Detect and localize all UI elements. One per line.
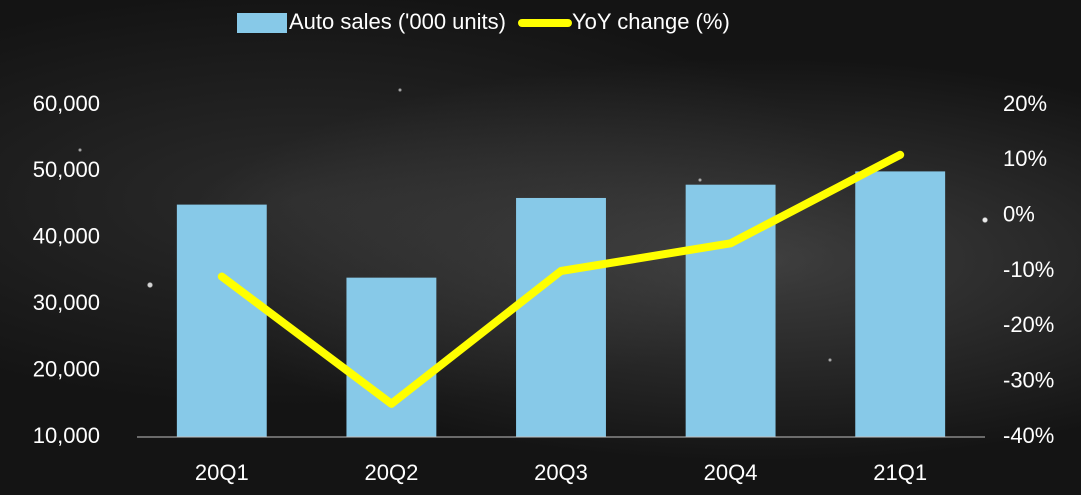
chart: 10,000 20,000 30,000 40,000 50,000 60,000 -40%… — [0, 0, 1081, 495]
y2-tick-label: 0% — [1003, 201, 1035, 226]
bar — [177, 205, 267, 437]
y2-tick-label: -40% — [1003, 423, 1054, 448]
bar — [346, 278, 436, 437]
y-tick-label: 40,000 — [33, 224, 100, 249]
y-tick-label: 10,000 — [33, 423, 100, 448]
y2-tick-label: -10% — [1003, 257, 1054, 282]
x-tick-label: 20Q3 — [534, 460, 588, 485]
y-tick-label: 50,000 — [33, 157, 100, 182]
y2-tick-label: -30% — [1003, 367, 1054, 392]
bar — [516, 198, 606, 437]
bar — [855, 171, 945, 437]
legend-swatch — [237, 13, 287, 33]
page: 10,000 20,000 30,000 40,000 50,000 60,000 -40%… — [0, 0, 1081, 495]
y2-tick-label: -20% — [1003, 312, 1054, 337]
x-tick-label: 20Q1 — [195, 460, 249, 485]
y2-tick-label: 10% — [1003, 146, 1047, 171]
x-tick-label: 21Q1 — [873, 460, 927, 485]
y2-tick-label: 20% — [1003, 91, 1047, 116]
y-tick-label: 30,000 — [33, 290, 100, 315]
x-tick-label: 20Q2 — [364, 460, 418, 485]
legend-label: Auto sales ('000 units) — [289, 9, 506, 34]
x-tick-label: 20Q4 — [704, 460, 758, 485]
y-tick-label: 60,000 — [33, 91, 100, 116]
y-tick-label: 20,000 — [33, 356, 100, 381]
legend-label: YoY change (%) — [572, 9, 730, 34]
